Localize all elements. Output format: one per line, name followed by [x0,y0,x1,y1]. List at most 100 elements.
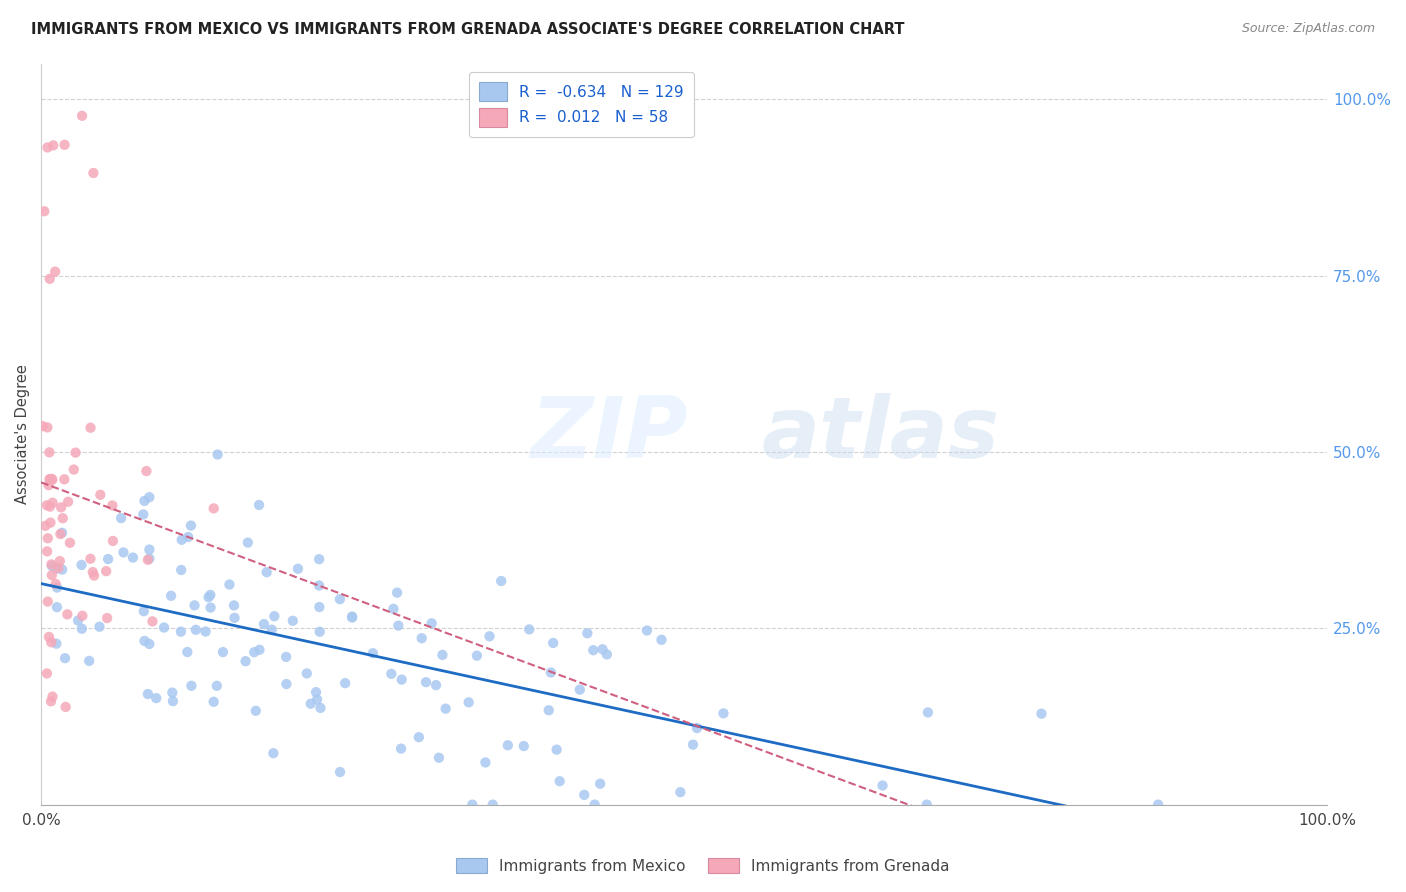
Text: IMMIGRANTS FROM MEXICO VS IMMIGRANTS FROM GRENADA ASSOCIATE'S DEGREE CORRELATION: IMMIGRANTS FROM MEXICO VS IMMIGRANTS FRO… [31,22,904,37]
Point [170,533,193,547]
Point [135,464,157,478]
Point [56,494,79,508]
Point [136,687,159,701]
Point [70,622,93,636]
Point [39,694,62,708]
Point [170,624,193,639]
Point [307,692,329,706]
Point [83,568,105,582]
Point [872,779,894,793]
Y-axis label: Associate's Degree: Associate's Degree [15,365,30,504]
Point [122,550,145,565]
Point [89,488,111,502]
Point [281,614,304,628]
Point [576,626,599,640]
Point [45,637,67,651]
Point [308,552,330,566]
Point [650,632,672,647]
Point [287,562,309,576]
Point [141,615,163,629]
Point [200,588,222,602]
Point [53,472,76,486]
Point [408,730,430,744]
Point [340,609,363,624]
Point [37,594,59,608]
Point [138,542,160,557]
Point [496,738,519,752]
Point [37,420,59,434]
Point [427,750,450,764]
Point [134,634,156,648]
Point [70,109,93,123]
Point [224,611,246,625]
Point [546,742,568,756]
Point [205,679,228,693]
Point [37,140,59,154]
Point [474,756,496,770]
Legend: R =  -0.634   N = 129, R =  0.012   N = 58: R = -0.634 N = 129, R = 0.012 N = 58 [468,71,695,137]
Point [138,551,160,566]
Point [96,611,118,625]
Point [177,530,200,544]
Point [35,544,58,558]
Point [89,620,111,634]
Point [67,614,90,628]
Point [274,649,297,664]
Point [574,788,596,802]
Point [669,785,692,799]
Point [308,600,330,615]
Point [41,473,63,487]
Point [42,138,65,153]
Point [434,701,457,715]
Point [35,666,58,681]
Point [202,695,225,709]
Point [46,581,69,595]
Point [49,500,72,515]
Point [212,645,235,659]
Point [247,498,270,512]
Point [540,665,562,680]
Point [465,648,488,663]
Point [56,607,79,622]
Point [207,448,229,462]
Point [582,643,605,657]
Point [276,677,298,691]
Point [461,797,484,812]
Point [589,777,612,791]
Point [45,577,67,591]
Point [245,704,267,718]
Point [41,496,63,510]
Point [197,590,219,604]
Point [682,738,704,752]
Point [713,706,735,721]
Point [335,676,357,690]
Point [243,645,266,659]
Point [1031,706,1053,721]
Point [478,629,501,643]
Point [260,623,283,637]
Point [45,562,67,576]
Point [541,636,564,650]
Point [53,137,76,152]
Point [387,618,409,632]
Point [41,690,63,704]
Point [411,632,433,646]
Point [222,599,245,613]
Point [1147,797,1170,812]
Point [592,642,614,657]
Point [218,577,240,591]
Point [51,563,73,577]
Point [79,551,101,566]
Text: Source: ZipAtlas.com: Source: ZipAtlas.com [1241,22,1375,36]
Point [236,535,259,549]
Point [420,616,443,631]
Point [686,721,709,735]
Point [49,554,72,568]
Point [162,694,184,708]
Point [38,630,60,644]
Point [96,564,118,578]
Point [41,472,63,486]
Point [481,797,503,812]
Point [51,525,73,540]
Point [52,511,75,525]
